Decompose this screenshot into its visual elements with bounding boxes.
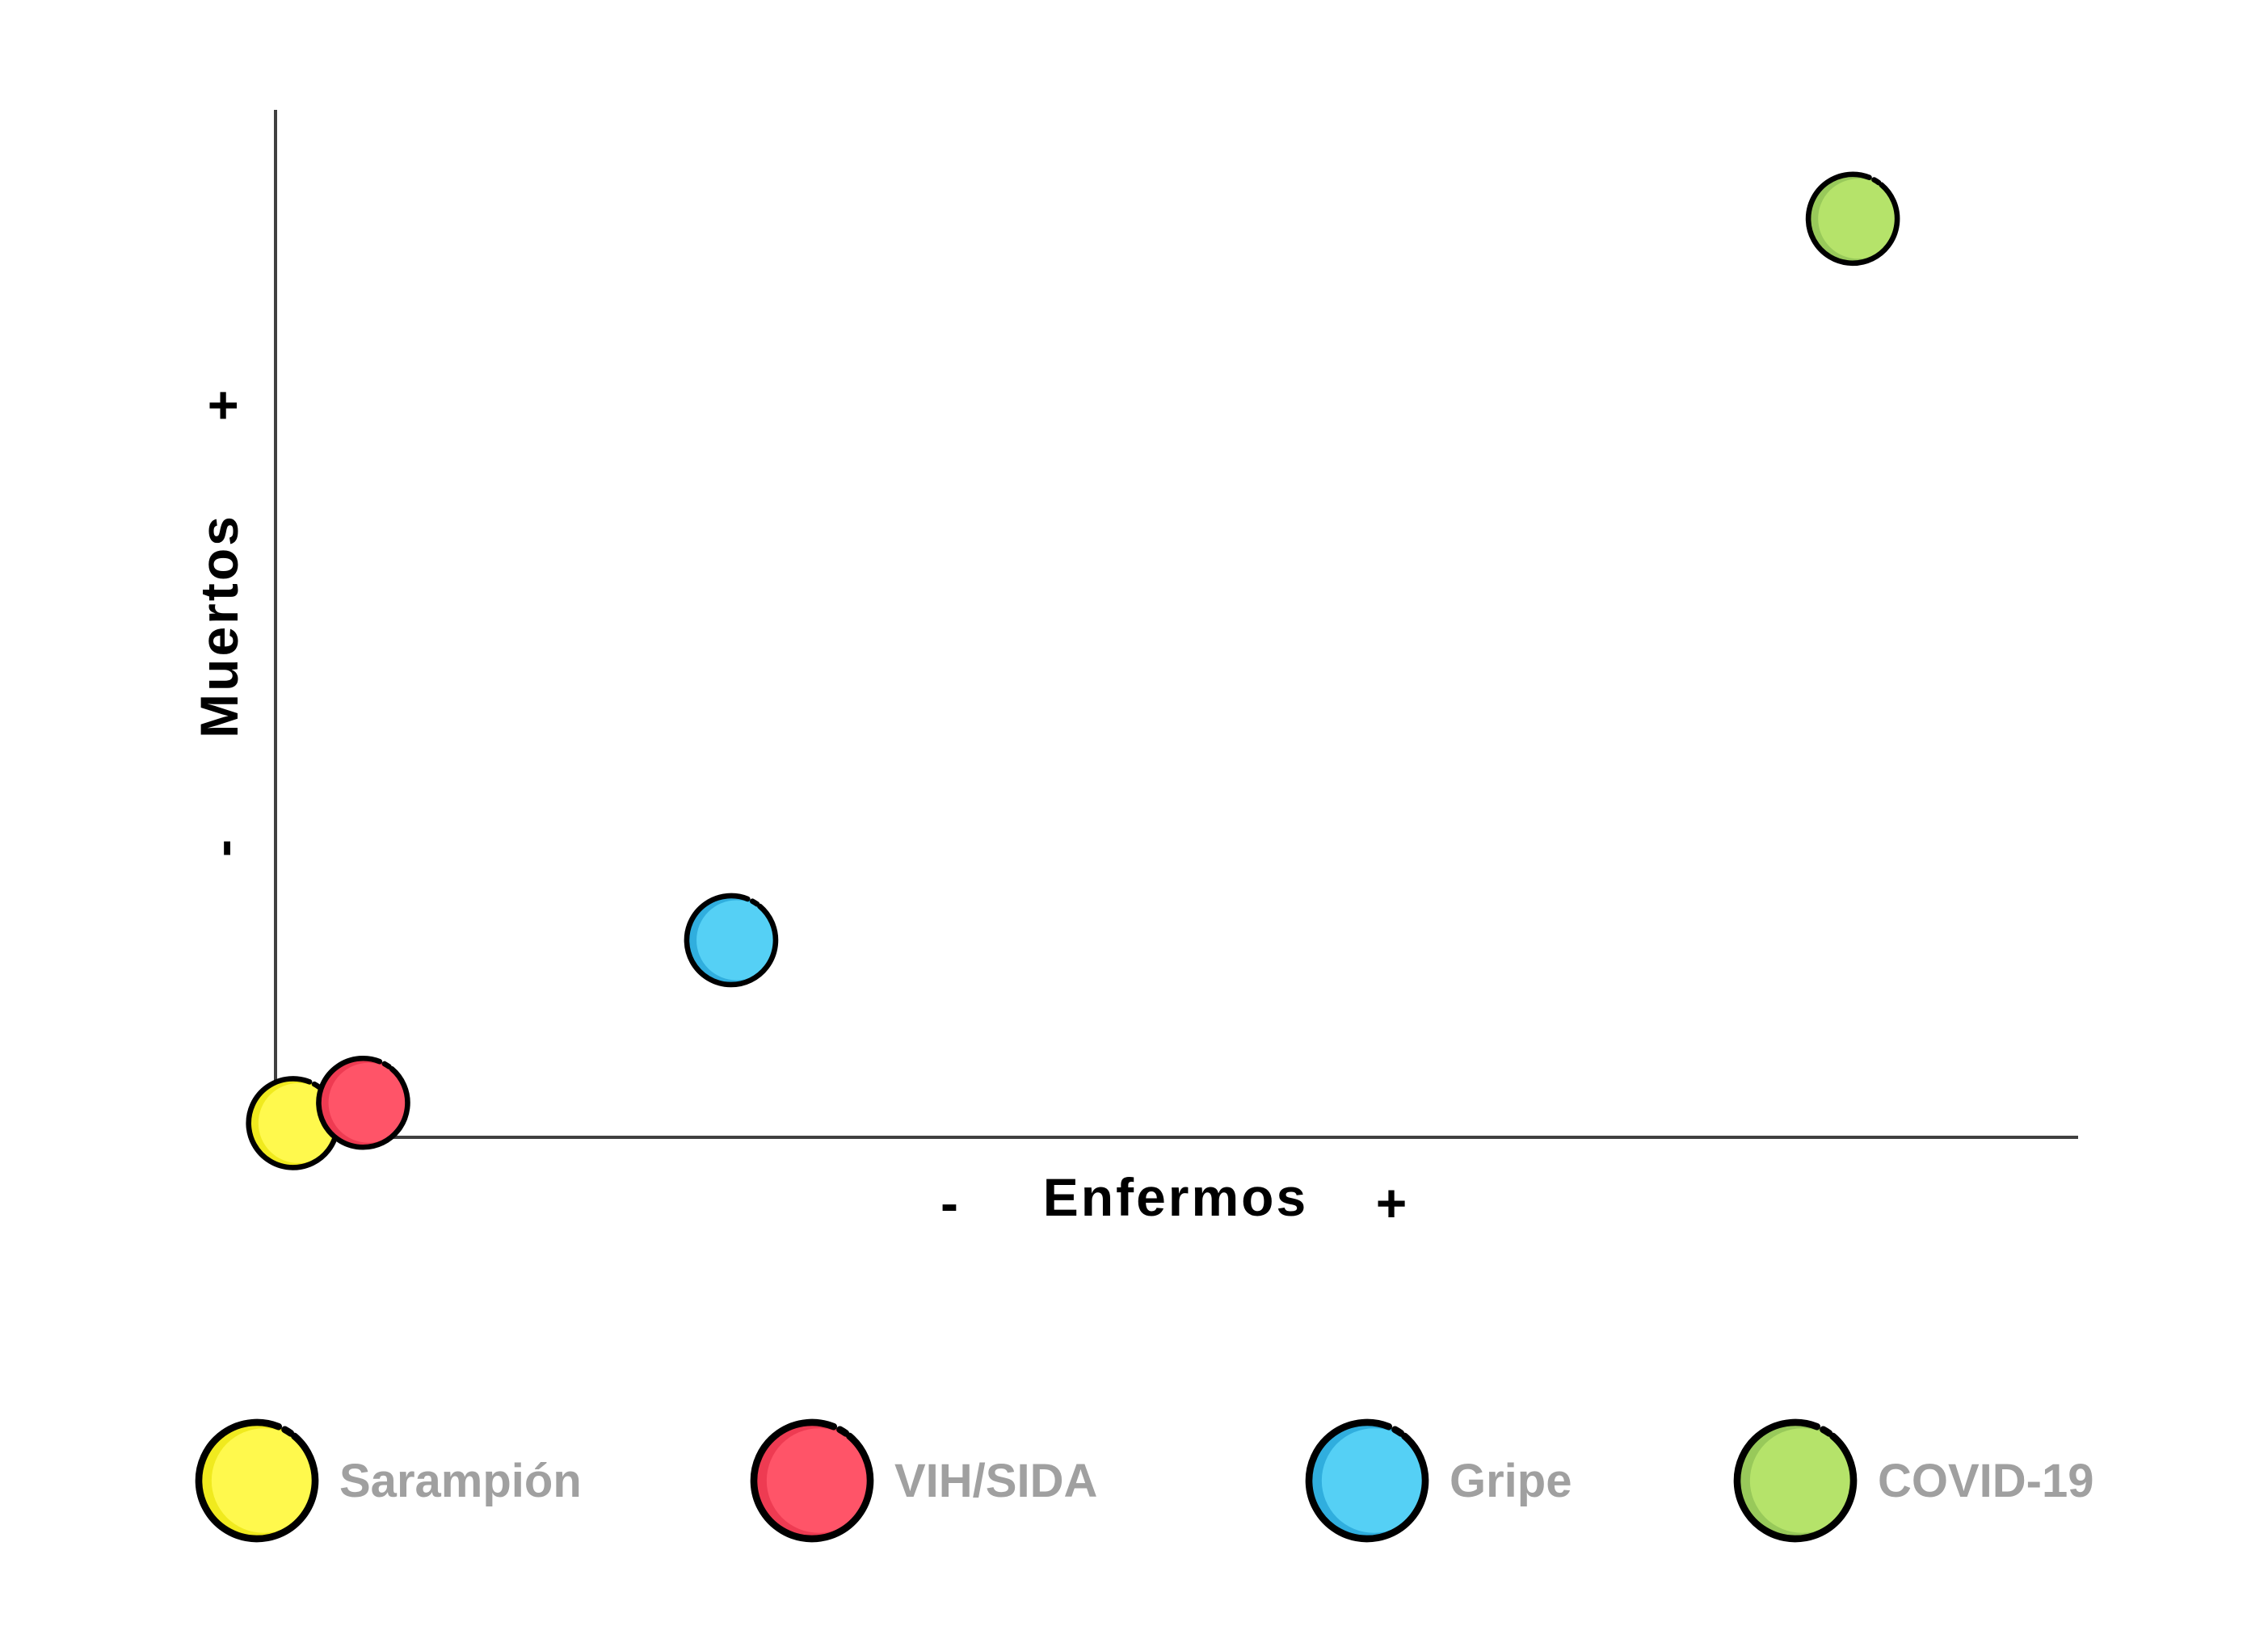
legend-marker-vih-sida-outline-tick — [836, 1426, 850, 1437]
legend-marker-gripe-fill — [1321, 1428, 1427, 1533]
point-vih-sida-outline-tick — [381, 1061, 392, 1069]
y-axis-title: Muertos — [189, 514, 249, 738]
point-covid-19 — [1805, 171, 1900, 267]
legend-marker-covid-19-fill — [1749, 1428, 1855, 1533]
data-points — [246, 171, 1900, 1170]
legend-marker-gripe — [1305, 1418, 1429, 1543]
point-covid-19-outline-tick — [1871, 177, 1882, 186]
point-vih-sida-outline — [316, 1056, 410, 1150]
legend-marker-gripe-outline-tick — [1391, 1426, 1405, 1437]
legend-label-covid-19: COVID-19 — [1878, 1455, 2094, 1507]
y-axis-max-label: + — [192, 390, 252, 422]
y-axis-min-label: - — [192, 839, 252, 857]
x-axis-max-label: + — [1376, 1173, 1408, 1233]
legend-marker-vih-sida-fill — [766, 1428, 872, 1533]
point-covid-19-fill — [1818, 179, 1899, 259]
legend-item-gripe: Gripe — [1305, 1418, 1572, 1543]
legend-item-sarampi-n: Sarampión — [195, 1418, 582, 1543]
legend-marker-sarampi-n-outline-tick — [281, 1426, 295, 1437]
x-axis-title: Enfermos — [1043, 1167, 1308, 1227]
legend-marker-vih-sida — [750, 1418, 874, 1543]
legend-marker-sarampi-n-outline — [195, 1418, 319, 1543]
legend-marker-gripe-outline — [1305, 1418, 1429, 1543]
point-gripe-outline-tick — [750, 898, 760, 907]
legend-marker-covid-19-outline — [1733, 1418, 1858, 1543]
legend-marker-covid-19 — [1733, 1418, 1858, 1543]
legend-marker-sarampi-n — [195, 1418, 319, 1543]
point-gripe-outline — [684, 893, 779, 988]
point-covid-19-outline — [1805, 171, 1900, 267]
point-gripe-fill — [696, 900, 777, 981]
legend-item-covid-19: COVID-19 — [1733, 1418, 2094, 1543]
legend-marker-covid-19-outline-tick — [1820, 1426, 1833, 1437]
point-gripe — [684, 893, 779, 988]
point-vih-sida-fill — [328, 1062, 409, 1143]
point-vih-sida — [316, 1056, 410, 1150]
legend-label-vih-sida: VIH/SIDA — [894, 1455, 1097, 1507]
legend-item-vih-sida: VIH/SIDA — [750, 1418, 1097, 1543]
legend: Sarampión VIH/SIDA Gripe COVID-19 — [195, 1418, 2094, 1543]
point-sarampi-n-outline-tick — [311, 1081, 322, 1090]
x-axis-min-label: - — [940, 1173, 958, 1233]
legend-label-gripe: Gripe — [1450, 1455, 1572, 1507]
legend-marker-sarampi-n-fill — [211, 1428, 317, 1533]
legend-label-sarampi-n: Sarampión — [339, 1455, 582, 1507]
legend-marker-vih-sida-outline — [750, 1418, 874, 1543]
